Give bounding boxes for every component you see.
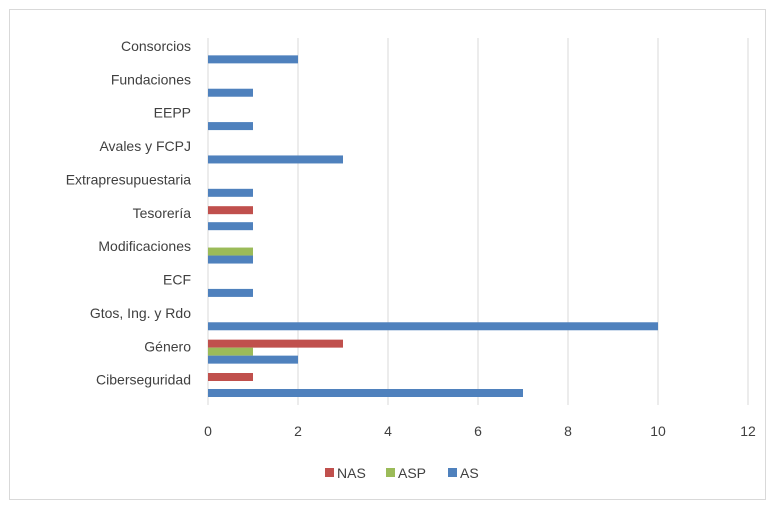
category-label: ECF [163, 272, 191, 288]
legend-label-nas: NAS [337, 465, 366, 481]
bars [208, 55, 658, 397]
category-label: Género [144, 338, 191, 354]
x-tick-label: 2 [294, 423, 302, 439]
bar-nas [208, 339, 343, 348]
gridlines [207, 38, 749, 405]
bar-as [208, 155, 343, 164]
category-label: Tesorería [133, 205, 192, 221]
category-label: Fundaciones [111, 71, 191, 87]
x-tick-label: 6 [474, 423, 482, 439]
bar-as [208, 389, 523, 397]
category-label: Modificaciones [98, 238, 191, 254]
category-label: Ciberseguridad [96, 372, 191, 388]
bar-as [208, 55, 298, 64]
x-tick-label: 10 [650, 423, 666, 439]
bar-as [208, 122, 253, 131]
bar-as [208, 88, 253, 97]
bar-as [208, 322, 658, 331]
legend: NAS ASP AS [325, 465, 479, 481]
legend-swatch-as [448, 468, 457, 477]
bar-as [208, 355, 298, 364]
category-label: Avales y FCPJ [99, 138, 191, 154]
category-label: EEPP [154, 105, 191, 121]
bar-as [208, 255, 253, 264]
bar-as [208, 188, 253, 197]
legend-label-as: AS [460, 465, 479, 481]
bar-as [208, 222, 253, 231]
bar-as [208, 288, 253, 297]
legend-label-asp: ASP [398, 465, 426, 481]
x-tick-label: 8 [564, 423, 572, 439]
category-label: Gtos, Ing. y Rdo [90, 305, 191, 321]
bar-asp [208, 347, 253, 356]
category-label: Consorcios [121, 38, 191, 54]
x-tick-label: 0 [204, 423, 212, 439]
bar-nas [208, 373, 253, 381]
bar-nas [208, 206, 253, 215]
x-tick-labels: 0 2 4 6 8 10 12 [204, 423, 756, 439]
category-labels: Consorcios Fundaciones EEPP Avales y FCPJ E… [66, 38, 192, 388]
category-label: Extrapresupuestaria [66, 171, 192, 187]
legend-swatch-asp [386, 468, 395, 477]
legend-swatch-nas [325, 468, 334, 477]
bar-asp [208, 247, 253, 256]
x-tick-label: 4 [384, 423, 392, 439]
x-tick-label: 12 [740, 423, 756, 439]
